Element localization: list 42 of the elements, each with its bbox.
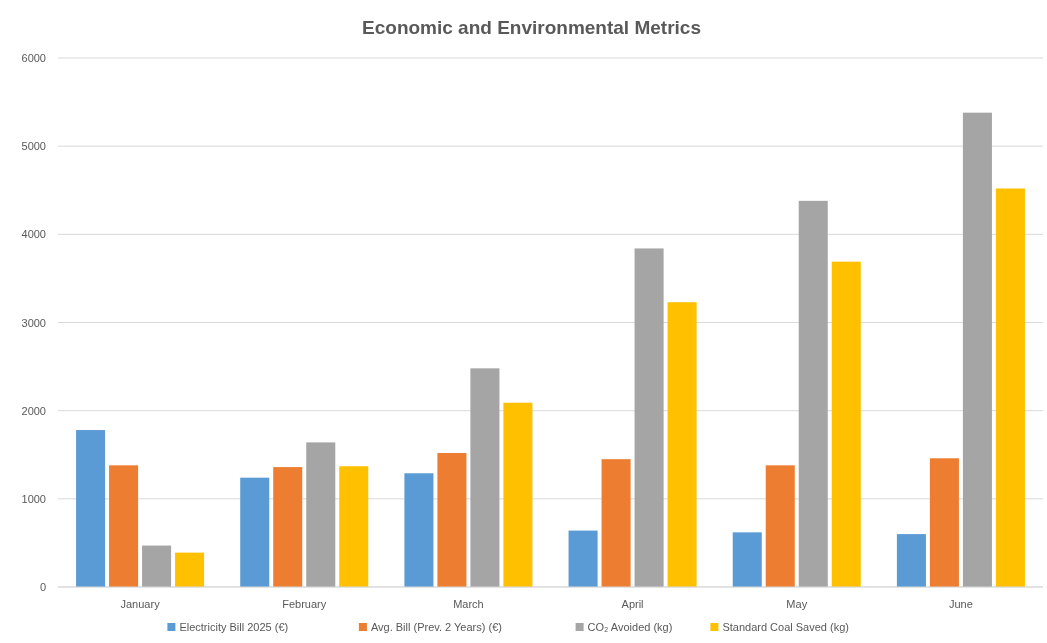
legend-label: Avg. Bill (Prev. 2 Years) (€) [370,621,502,633]
bar [240,477,270,587]
bar [503,402,533,587]
y-tick-label: 6000 [21,52,46,64]
bar [339,466,369,587]
y-tick-label: 0 [39,581,46,593]
bar [175,552,205,587]
bar [601,459,631,587]
bar [995,188,1025,587]
bar [404,473,434,587]
bar [76,430,106,587]
y-tick-label: 5000 [21,140,46,153]
bar [306,442,336,587]
bar [765,465,795,587]
bar [273,467,303,587]
bar [568,530,598,587]
bar [929,458,959,587]
y-tick-label: 2000 [21,404,46,417]
bar [798,200,828,587]
bar [962,112,992,587]
legend-label: Standard Coal Saved (kg) [722,621,849,633]
legend-label: CO₂ Avoided (kg) [587,621,673,633]
x-tick-label: February [282,598,327,610]
x-tick-label: April [621,598,644,610]
chart-title: Economic and Environmental Metrics [362,17,701,38]
y-tick-label: 1000 [21,492,46,505]
bar [437,452,467,587]
bar [831,261,861,587]
x-tick-label: January [120,598,161,610]
bar [109,465,139,587]
x-tick-label: June [948,598,973,610]
bar [634,248,664,587]
y-tick-label: 3000 [21,316,46,329]
legend-label: Electricity Bill 2025 (€) [179,621,289,633]
x-tick-label: March [453,598,484,610]
x-tick-label: May [786,598,808,610]
bar [142,545,172,587]
bar [470,368,500,587]
bar [896,534,926,587]
y-tick-label: 4000 [21,228,46,241]
bar [667,302,697,587]
bar [732,532,762,587]
